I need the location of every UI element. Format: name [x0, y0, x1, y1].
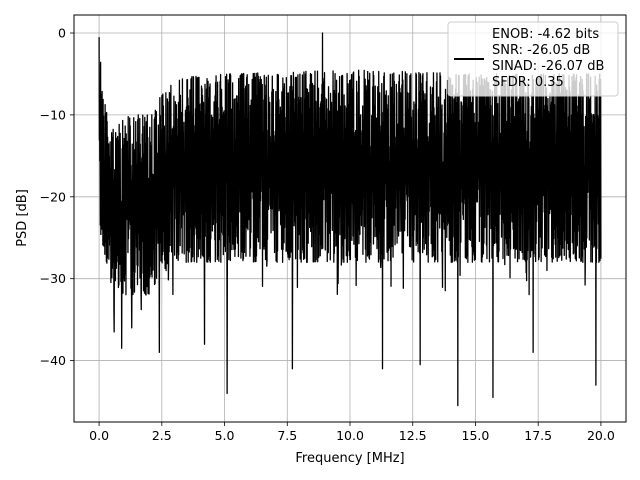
psd-line: [98, 32, 602, 407]
legend-sinad: SINAD: -26.07 dB: [492, 59, 604, 74]
x-tick-label: 0.0: [89, 428, 109, 443]
legend: ENOB: -4.62 bits SNR: -26.05 dB SINAD: -…: [447, 21, 619, 97]
y-tick-label: −40: [40, 353, 66, 368]
x-tick-label: 20.0: [587, 428, 615, 443]
legend-sfdr: SFDR: 0.35: [492, 75, 564, 90]
legend-box: [447, 21, 619, 97]
x-tick-label: 7.5: [277, 428, 297, 443]
x-axis-label: Frequency [MHz]: [295, 451, 404, 466]
series-psd: [98, 32, 602, 407]
y-axis-label: PSD [dB]: [15, 189, 30, 247]
y-tick-label: −30: [40, 271, 66, 286]
y-tick-label: −10: [40, 107, 66, 122]
x-tick-label: 2.5: [152, 428, 172, 443]
x-tick-label: 10.0: [336, 428, 364, 443]
x-axis: 0.0 2.5 5.0 7.5 10.0 12.5 15.0 17.5 20.0: [89, 422, 615, 443]
y-tick-label: 0: [58, 26, 66, 41]
y-axis: 0 −10 −20 −30 −40: [40, 26, 74, 368]
x-tick-label: 15.0: [462, 428, 490, 443]
x-tick-label: 17.5: [524, 428, 552, 443]
x-tick-label: 5.0: [215, 428, 235, 443]
x-tick-label: 12.5: [399, 428, 427, 443]
legend-enob: ENOB: -4.62 bits: [492, 27, 599, 42]
legend-snr: SNR: -26.05 dB: [492, 43, 590, 58]
y-tick-label: −20: [40, 189, 66, 204]
